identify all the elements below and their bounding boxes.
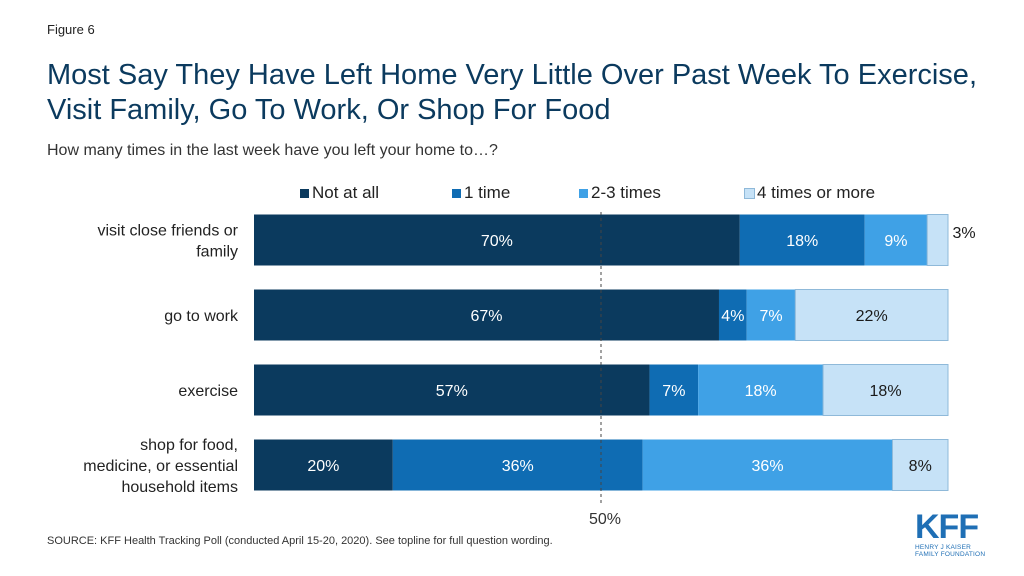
legend-label: 4 times or more: [757, 183, 876, 202]
category-label-line: shop for food,: [140, 437, 238, 454]
category-label-line: visit close friends or: [98, 223, 239, 240]
bar-segment: [718, 289, 747, 341]
bar-segment: [822, 364, 949, 416]
category-label: exercise: [178, 383, 238, 400]
data-label: 3%: [952, 225, 975, 242]
bar-segment: [864, 214, 928, 266]
logo-mark: KFF: [915, 508, 979, 546]
kff-logo: KFF HENRY J KAISER FAMILY FOUNDATION: [915, 510, 987, 560]
bar-segment: [926, 214, 949, 266]
bar-segment: [254, 214, 740, 266]
bar-segment: [254, 364, 650, 416]
bar-segment: [642, 439, 893, 491]
data-label: 4%: [721, 308, 744, 325]
data-label: 36%: [502, 458, 534, 475]
legend-label: Not at all: [312, 183, 380, 202]
legend-item-2-3-times: 2-3 times: [579, 183, 661, 203]
legend-label: 2-3 times: [591, 183, 661, 202]
data-label: 22%: [856, 308, 888, 325]
category-label-line: go to work: [164, 308, 239, 325]
bar-segment: [891, 439, 949, 491]
bar-segment: [746, 289, 796, 341]
legend-swatch: [579, 188, 588, 198]
data-label: 7%: [662, 383, 685, 400]
data-label: 18%: [786, 233, 818, 250]
data-label: 7%: [759, 308, 782, 325]
bar-segment: [794, 289, 949, 341]
category-label-line: family: [196, 244, 238, 261]
category-label-line: exercise: [178, 383, 238, 400]
data-label: 70%: [481, 233, 513, 250]
category-label: go to work: [164, 308, 239, 325]
legend-swatch: [744, 187, 755, 199]
category-label: shop for food, medicine, or essential hous…: [83, 437, 238, 496]
chart-title: Most Say They Have Left Home Very Little…: [47, 59, 977, 126]
logo-line-2: FAMILY FOUNDATION: [915, 551, 986, 558]
source-note: SOURCE: KFF Health Tracking Poll (conduc…: [47, 535, 553, 547]
legend-swatch: [452, 188, 461, 198]
category-label-line: household items: [121, 479, 238, 496]
data-label: 67%: [470, 308, 502, 325]
data-label: 36%: [752, 458, 784, 475]
bar-segment: [254, 439, 393, 491]
bar-segment: [649, 364, 699, 416]
reference-line-label: 50%: [589, 511, 621, 528]
legend-item-not-at-all: Not at all: [300, 183, 379, 203]
bar-segment: [739, 214, 865, 266]
bar-segment: [698, 364, 824, 416]
data-label: 20%: [307, 458, 339, 475]
legend-label: 1 time: [464, 183, 511, 202]
data-label: 18%: [745, 383, 777, 400]
figure-label: Figure 6: [47, 22, 95, 37]
data-label: 18%: [870, 383, 902, 400]
data-label: 57%: [436, 383, 468, 400]
data-label: 9%: [884, 233, 907, 250]
category-label: visit close friends or family: [98, 223, 239, 261]
legend-swatch: [300, 188, 309, 198]
legend-item-4-times-or-more: 4 times or more: [744, 183, 876, 203]
category-label-line: medicine, or essential: [83, 458, 238, 475]
chart-subtitle: How many times in the last week have you…: [47, 142, 498, 159]
data-label: 8%: [909, 458, 932, 475]
legend-item-1-time: 1 time: [452, 183, 510, 203]
logo-line-1: HENRY J KAISER: [915, 544, 972, 551]
bar-segment: [254, 289, 719, 341]
